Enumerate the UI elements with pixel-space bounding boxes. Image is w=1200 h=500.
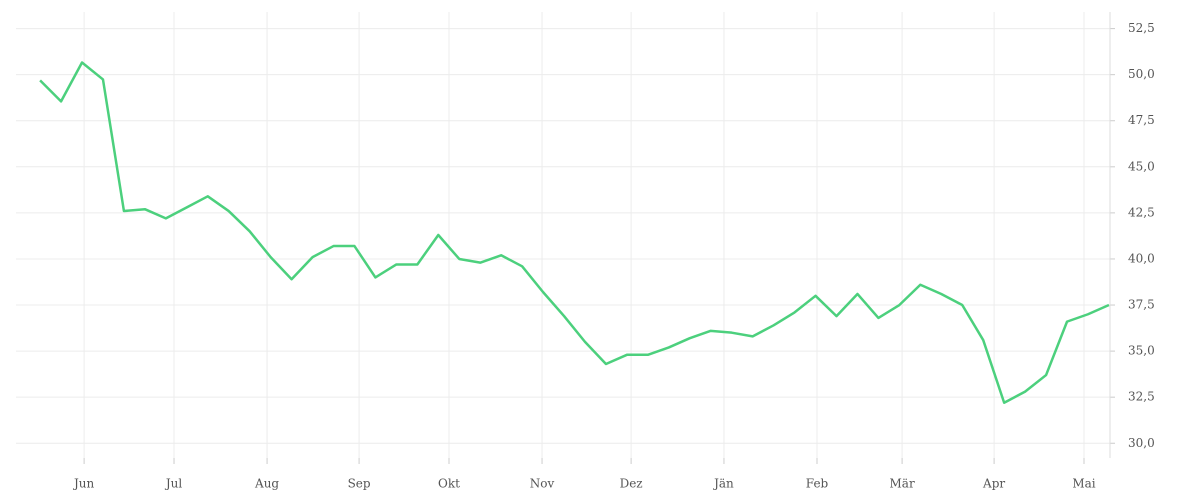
x-tick-label: Mai	[1072, 477, 1095, 491]
x-tick-label: Jän	[712, 477, 734, 491]
x-tick-label: Aug	[254, 477, 279, 491]
x-tick-label: Feb	[806, 477, 829, 491]
y-tick-label: 30,0	[1128, 436, 1155, 450]
y-tick-label: 35,0	[1128, 344, 1155, 358]
x-tick-label: Okt	[438, 477, 460, 491]
line	[39, 61, 1110, 404]
x-tick-label: Jun	[72, 477, 95, 491]
y-tick-label: 42,5	[1128, 205, 1155, 219]
y-tick-label: 50,0	[1128, 67, 1155, 81]
x-tick-label: Nov	[530, 477, 555, 491]
x-tick-label: Mär	[890, 477, 915, 491]
x-tick-label: Dez	[620, 477, 643, 491]
y-tick-label: 52,5	[1128, 21, 1155, 35]
x-tick-label: Jul	[164, 477, 183, 491]
x-tick-label: Apr	[982, 477, 1005, 491]
y-tick-label: 40,0	[1128, 251, 1155, 265]
y-tick-label: 45,0	[1128, 159, 1155, 173]
x-tick-label: Sep	[348, 477, 371, 491]
y-tick-label: 47,5	[1128, 113, 1155, 127]
y-tick-label: 37,5	[1128, 298, 1155, 312]
y-tick-label: 32,5	[1128, 390, 1155, 404]
